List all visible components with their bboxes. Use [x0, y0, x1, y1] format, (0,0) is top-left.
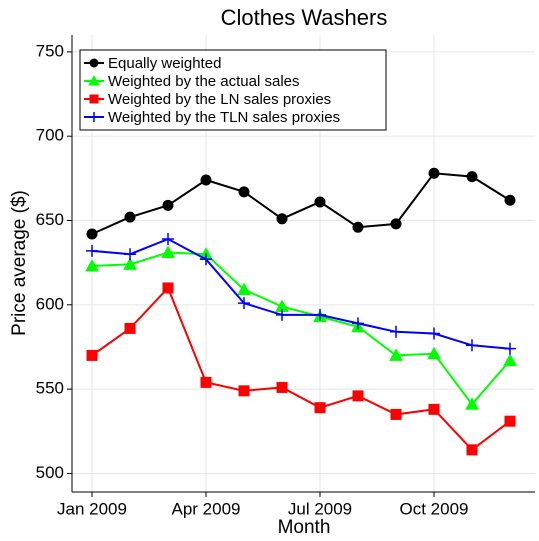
legend-label: Weighted by the LN sales proxies [108, 91, 331, 108]
marker [427, 346, 441, 360]
marker [124, 322, 136, 334]
marker [200, 253, 212, 266]
legend-label: Weighted by the TLN sales proxies [108, 109, 340, 126]
marker [352, 317, 364, 330]
marker [89, 58, 99, 68]
marker [390, 325, 402, 338]
marker [466, 444, 478, 456]
marker [276, 381, 288, 393]
marker [161, 245, 175, 259]
y-axis-label: Price average ($) [9, 190, 30, 336]
marker [162, 233, 174, 246]
marker [237, 282, 251, 296]
marker [504, 194, 516, 206]
marker [390, 218, 402, 230]
marker [314, 402, 326, 414]
legend-label: Equally weighted [108, 55, 221, 72]
legend-box [79, 49, 387, 131]
marker [504, 415, 516, 427]
marker [352, 221, 364, 233]
marker [466, 171, 478, 183]
marker [89, 94, 99, 104]
marker [86, 244, 98, 257]
marker [200, 174, 212, 186]
series-line [91, 251, 511, 406]
marker [86, 349, 98, 361]
marker [314, 308, 326, 321]
marker [89, 112, 99, 122]
marker [124, 248, 136, 261]
y-tick-label: 500 [36, 463, 64, 482]
series-line [91, 237, 511, 350]
marker [88, 74, 100, 86]
marker [162, 282, 174, 294]
legend-label: Weighted by the actual sales [108, 73, 300, 90]
marker [352, 390, 364, 402]
x-tick-label: Oct 2009 [400, 499, 469, 518]
marker [390, 408, 402, 420]
marker [428, 327, 440, 340]
marker [504, 342, 516, 355]
x-tick-label: Jan 2009 [57, 499, 127, 518]
x-tick-label: Apr 2009 [172, 499, 241, 518]
y-tick-label: 750 [36, 41, 64, 60]
series-line [91, 286, 511, 452]
marker [389, 348, 403, 361]
marker [276, 213, 288, 225]
marker [124, 211, 136, 223]
chart-title: Clothes Washers [221, 5, 388, 30]
marker [162, 199, 174, 211]
marker [465, 397, 479, 410]
marker [238, 186, 250, 198]
marker [428, 167, 440, 179]
series-line [91, 172, 511, 235]
y-tick-label: 550 [36, 379, 64, 398]
marker [200, 376, 212, 388]
y-tick-label: 700 [36, 126, 64, 145]
marker [238, 297, 250, 310]
marker [85, 258, 99, 272]
marker [428, 403, 440, 415]
x-tick-label: Jul 2009 [288, 499, 352, 518]
y-tick-label: 650 [36, 210, 64, 229]
marker [314, 196, 326, 208]
marker [238, 385, 250, 397]
marker [276, 308, 288, 321]
marker [503, 353, 517, 366]
marker [466, 339, 478, 352]
marker [123, 257, 137, 270]
y-tick-label: 600 [36, 294, 64, 313]
x-axis-label: Month [278, 517, 331, 538]
marker [86, 228, 98, 240]
